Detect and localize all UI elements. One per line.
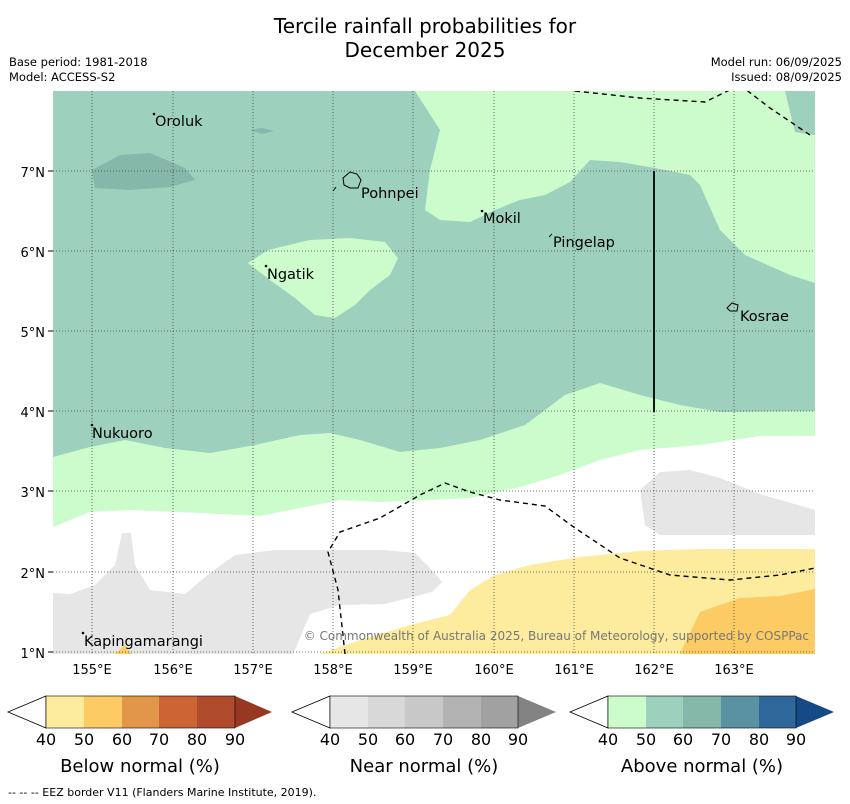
region-above-50-north [415,91,815,283]
lon-tick: 156°E [153,663,193,678]
cb-above-tick: 80 [749,730,769,749]
region-above-40-corner [785,91,815,135]
label-mokil: Mokil [483,211,521,227]
oroluk-islet [152,112,156,116]
lat-tick: 4°N [21,406,46,421]
region-near-40-east [640,470,815,535]
colorbar-near: 40 50 60 70 80 90 Near normal (%) [290,695,556,777]
cb-above-tick: 50 [636,730,656,749]
lat-tick-marks [48,170,53,653]
cb-below-tick: 90 [225,730,245,749]
title-line-1: Tercile rainfall probabilities for [273,14,577,38]
lat-tick: 3°N [21,486,46,501]
cb-near-title: Near normal (%) [350,756,499,777]
lat-tick: 5°N [21,326,46,341]
label-pingelap: Pingelap [553,235,615,251]
pohnpei-island [342,171,362,189]
region-above-60-small [250,128,274,134]
cb-near-tick: 50 [358,730,378,749]
ngatik-islet [264,264,268,268]
base-period: Base period: 1981-2018 [9,55,148,69]
lon-tick: 163°E [714,663,754,678]
nukuoro-islet [90,423,94,427]
eez-borders [327,91,815,654]
lat-tick: 2°N [21,567,46,582]
cb-below-tick: 80 [187,730,207,749]
cb-above-tick: 60 [673,730,693,749]
meta-right: Model run: 06/09/2025 Issued: 08/09/2025 [711,55,842,85]
colorbar-below: 40 50 60 70 80 90 Below normal (%) [6,695,272,777]
lon-tick: 157°E [233,663,273,678]
cb-near-tick: 80 [471,730,491,749]
region-below-40 [320,549,815,654]
region-below-50 [680,589,815,654]
label-nukuoro: Nukuoro [92,426,153,442]
pingelap-islet [548,233,553,238]
cb-above-tick: 70 [711,730,731,749]
pohnpei-islet [332,186,337,192]
label-oroluk: Oroluk [155,114,203,130]
cb-above-title: Above normal (%) [621,756,783,777]
lon-tick: 159°E [393,663,433,678]
footer-note: -- -- -- EEZ border V11 (Flanders Marine… [8,786,317,799]
region-above-50-ngatik [248,238,398,318]
lon-tick: 158°E [313,663,353,678]
region-above-60-west [92,153,195,190]
label-kapingamarangi: Kapingamarangi [84,634,203,650]
cb-above-tick: 40 [598,730,618,749]
longitude-ticks: 155°E 156°E 157°E 158°E 159°E 160°E 161°… [72,663,754,678]
cb-near-tick: 90 [508,730,528,749]
region-near-40-west [53,533,442,654]
latitude-ticks: 7°N 6°N 5°N 4°N 3°N 2°N 1°N [21,166,46,662]
lon-tick: 162°E [634,663,674,678]
label-ngatik: Ngatik [267,267,315,283]
lat-tick: 1°N [21,647,46,662]
lon-tick: 155°E [72,663,112,678]
meta-left: Base period: 1981-2018 Model: ACCESS-S2 [9,55,148,85]
lon-tick: 160°E [474,663,514,678]
cb-near-tick: 60 [395,730,415,749]
title-line-2: December 2025 [344,38,506,62]
map-title: Tercile rainfall probabilities for Decem… [0,14,850,62]
lon-tick: 161°E [554,663,594,678]
mokil-islet [480,209,484,213]
model-run: Model run: 06/09/2025 [710,55,842,69]
cb-below-tick: 60 [112,730,132,749]
issued-date: Issued: 08/09/2025 [731,70,842,84]
label-kosrae: Kosrae [740,309,789,325]
label-pohnpei: Pohnpei [361,186,419,202]
kapingamarangi-islet [81,631,85,635]
copyright-text: © Commonwealth of Australia 2025, Bureau… [304,629,809,643]
map-plot-area [53,91,815,654]
cb-below-tick: 40 [36,730,56,749]
cb-near-tick: 40 [320,730,340,749]
colorbar-above: 40 50 60 70 80 90 Above normal (%) [568,695,834,777]
kosrae-island [726,302,739,312]
cb-below-title: Below normal (%) [60,756,220,777]
lat-tick: 7°N [21,166,46,181]
islands [81,112,739,635]
lat-tick: 6°N [21,246,46,261]
cb-near-tick: 70 [433,730,453,749]
model-name: Model: ACCESS-S2 [9,70,116,84]
cb-below-tick: 50 [74,730,94,749]
cb-above-tick: 90 [786,730,806,749]
cb-below-tick: 70 [149,730,169,749]
